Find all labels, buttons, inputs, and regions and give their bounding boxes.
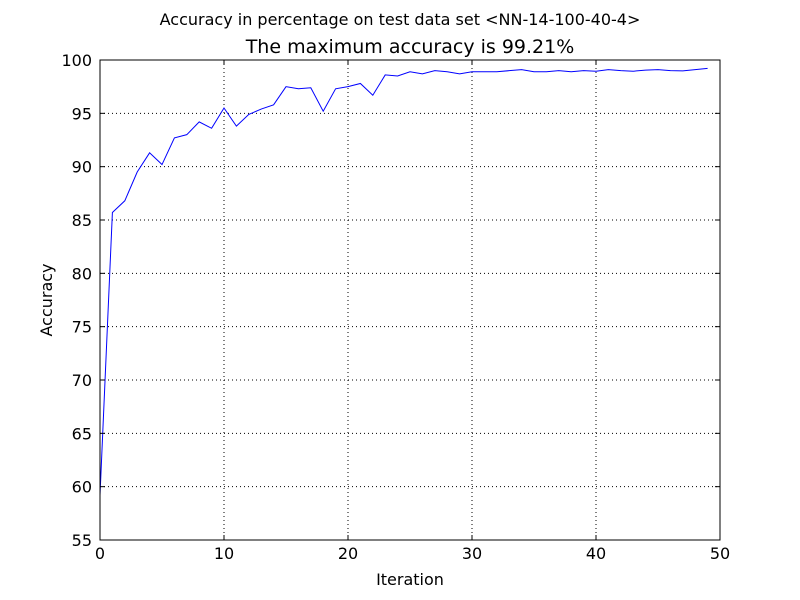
y-tick-label: 70	[72, 371, 92, 390]
x-tick-label: 50	[710, 544, 730, 563]
chart-suptitle: Accuracy in percentage on test data set …	[160, 10, 641, 29]
y-tick-label: 85	[72, 211, 92, 230]
x-tick-label: 40	[586, 544, 606, 563]
y-tick-label: 100	[61, 51, 92, 70]
y-tick-label: 80	[72, 264, 92, 283]
y-axis-label: Accuracy	[37, 263, 56, 336]
y-tick-label: 55	[72, 531, 92, 550]
y-tick-label: 75	[72, 318, 92, 337]
y-tick-label: 65	[72, 424, 92, 443]
series-layer	[99, 67, 708, 496]
x-tick-label: 30	[462, 544, 482, 563]
y-tick-label: 95	[72, 104, 92, 123]
x-tick-label: 20	[338, 544, 358, 563]
plot-frame	[99, 59, 721, 541]
chart-title: The maximum accuracy is 99.21%	[245, 36, 575, 58]
axis-ticks: 0 10 20 30 40 50 55 60 65 70 75 80 85 90 95 100	[61, 51, 730, 563]
x-tick-label: 0	[95, 544, 105, 563]
x-tick-label: 10	[214, 544, 234, 563]
accuracy-series-line	[99, 67, 708, 496]
y-tick-label: 90	[72, 158, 92, 177]
y-tick-label: 60	[72, 478, 92, 497]
x-axis-label: Iteration	[376, 570, 444, 589]
grid-lines	[100, 60, 720, 540]
